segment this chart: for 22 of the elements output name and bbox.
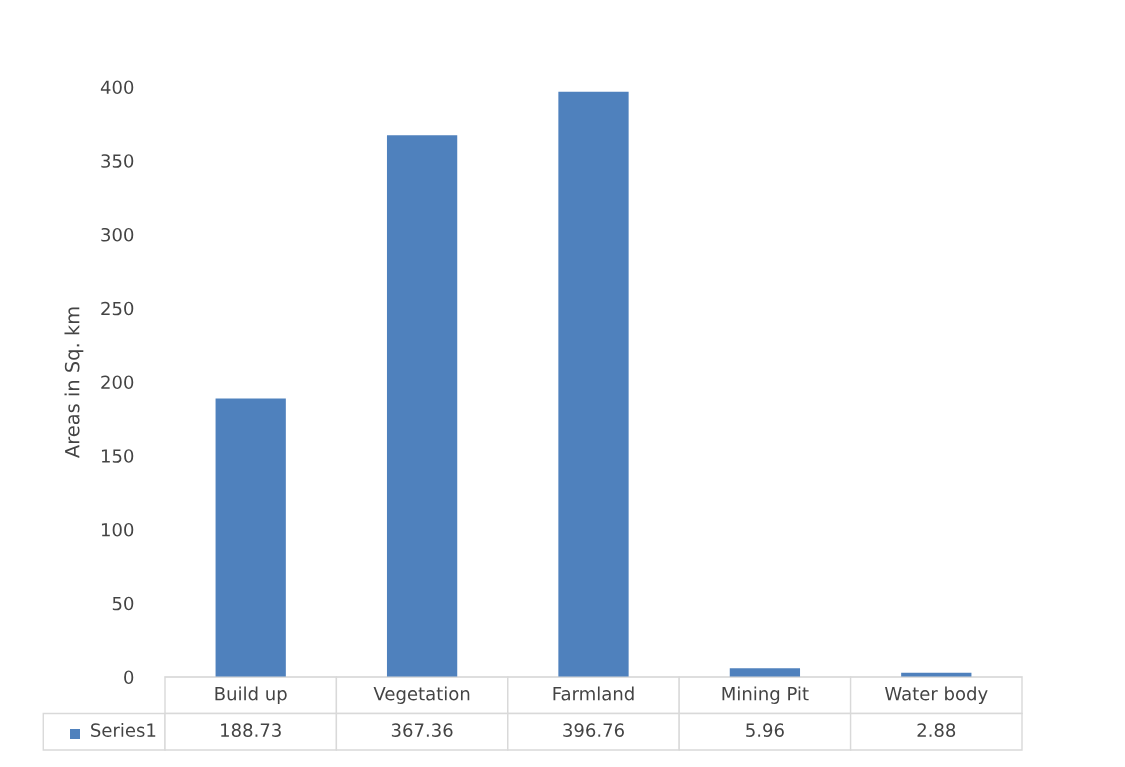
x-tick-label: Farmland [553, 686, 634, 701]
x-tick-label: Vegetation [373, 686, 470, 704]
bar [729, 668, 801, 677]
y-tick-label: 400 [100, 80, 134, 95]
data-label: 188.73 [221, 723, 281, 737]
y-tick-label: 350 [101, 154, 134, 168]
y-tick-label: 200 [101, 375, 134, 390]
data-label: 396.76 [563, 723, 624, 737]
y-tick-label: 150 [101, 449, 134, 463]
y-tick-label: 100 [101, 522, 134, 537]
x-tick-label: Build up [215, 686, 287, 704]
y-tick-label: 50 [112, 596, 134, 611]
y-axis-title: Areas in Sq. km [64, 307, 84, 458]
x-tick-label: Water body [885, 686, 988, 704]
legend-label: Series1 [91, 723, 156, 737]
y-tick-label: 250 [101, 301, 134, 316]
x-tick-label: Mining Pit [722, 686, 809, 704]
data-label: 5.96 [746, 723, 784, 737]
data-label: 367.36 [391, 723, 453, 737]
y-tick-label: 300 [101, 227, 134, 242]
data-label: 2.88 [917, 723, 956, 737]
y-tick-label: 0 [124, 670, 134, 685]
